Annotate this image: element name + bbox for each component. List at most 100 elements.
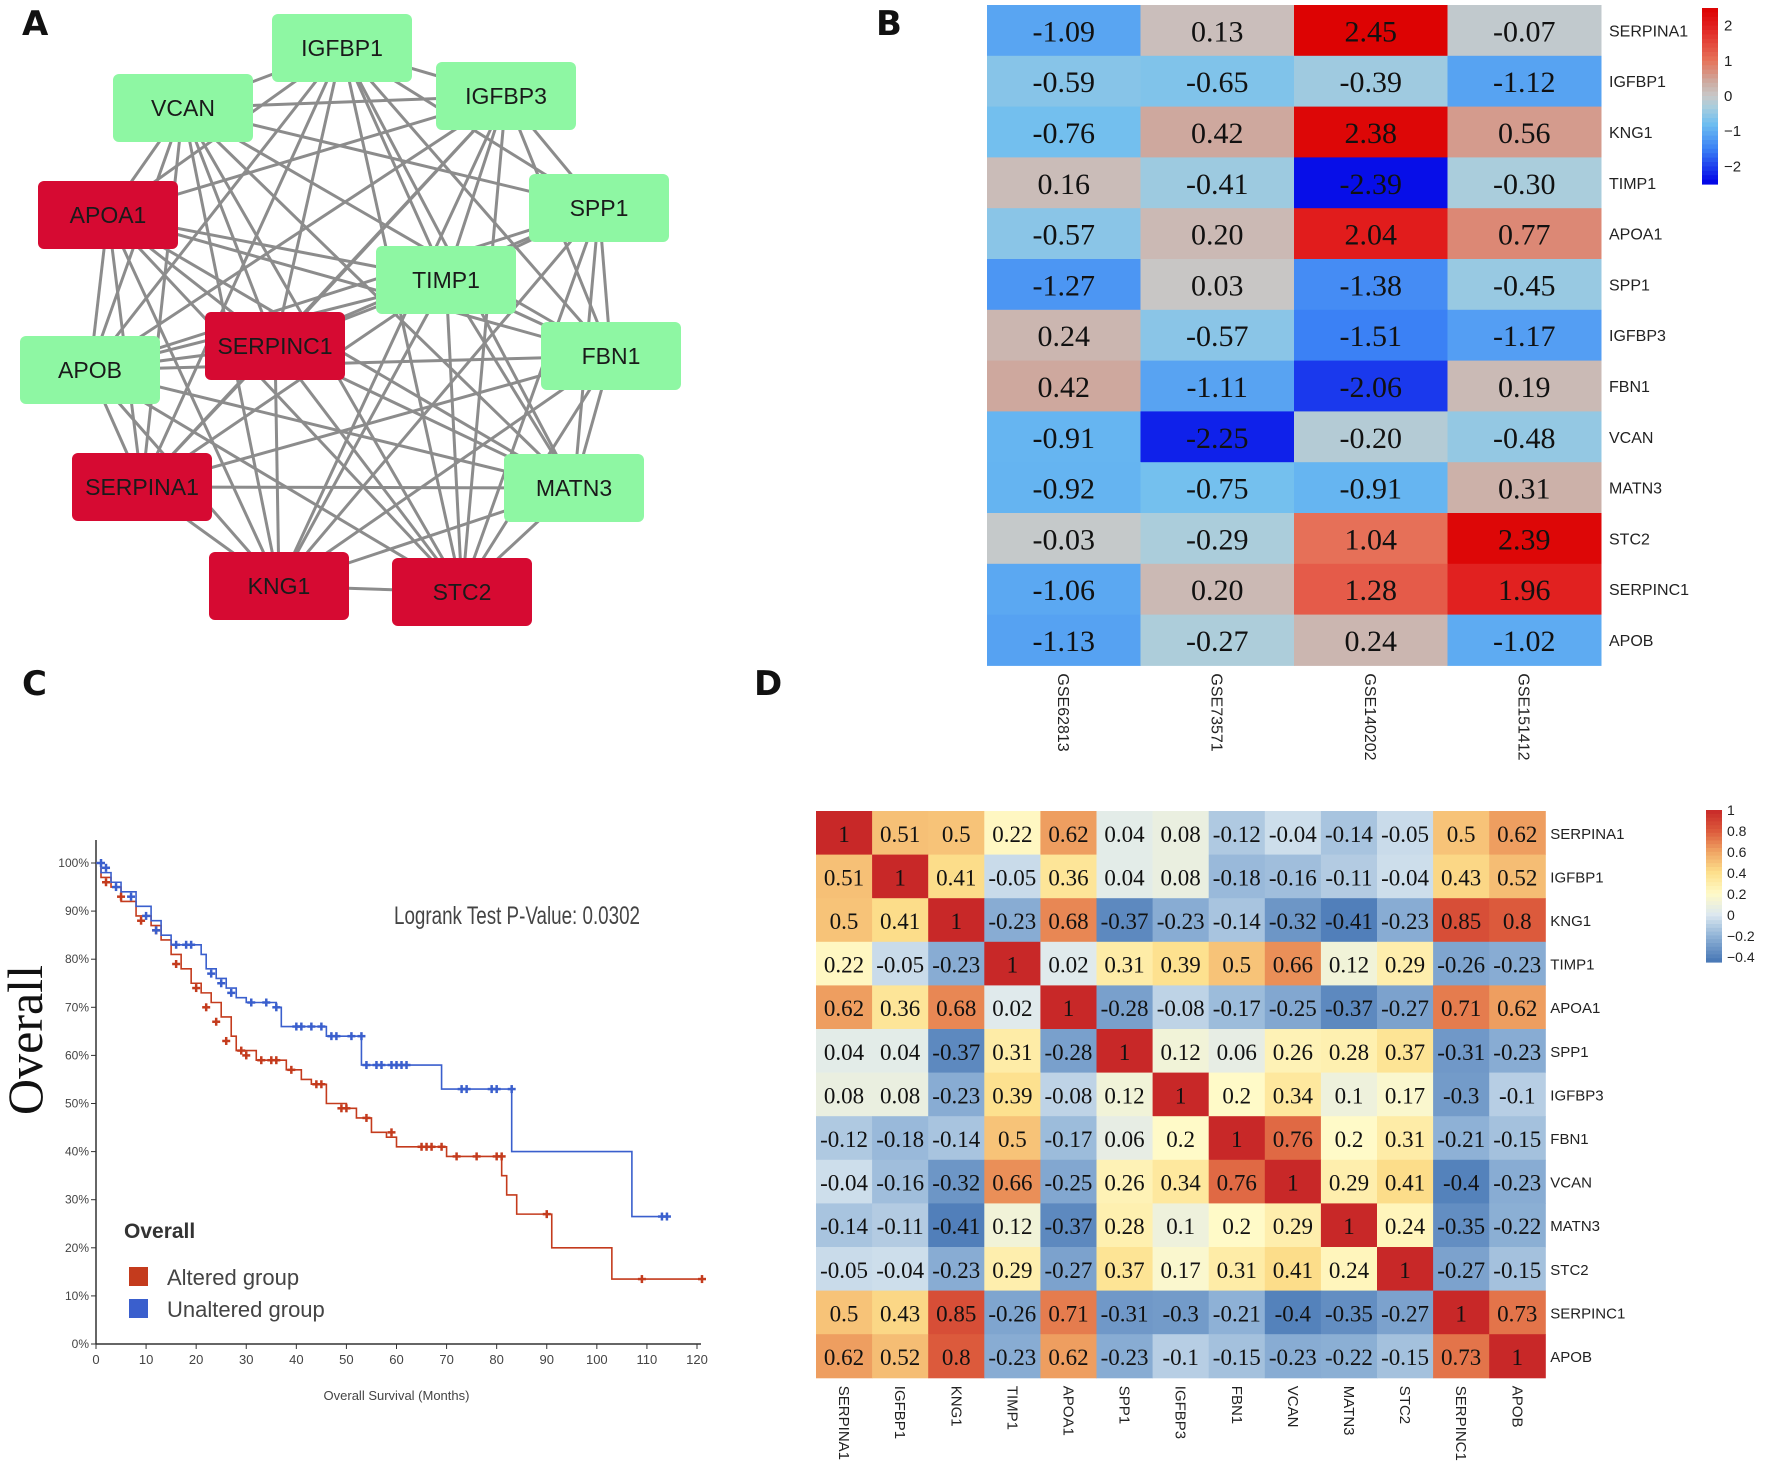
correlation-cell-fill xyxy=(872,1072,929,1117)
correlation-column-label: SERPINC1 xyxy=(1452,1386,1469,1461)
colorbar-tick-label: −0.2 xyxy=(1727,928,1755,944)
correlation-cell: 0.04 xyxy=(872,1029,929,1074)
correlation-cell: -0.23 xyxy=(928,1247,985,1292)
colorbar-segment xyxy=(1706,901,1722,906)
correlation-cell: -0.08 xyxy=(1152,985,1210,1030)
heatmap-cell: -0.65 xyxy=(1140,55,1295,108)
correlation-cell-value: -0.3 xyxy=(1443,1083,1479,1108)
correlation-cell-value: 0.73 xyxy=(1441,1345,1481,1370)
network-node: TIMP1 xyxy=(376,246,516,314)
correlation-column-label: FBN1 xyxy=(1228,1386,1245,1424)
heatmap-cell-fill xyxy=(1140,55,1295,108)
correlation-cell-fill xyxy=(1208,1029,1266,1074)
correlation-cell: 0.5 xyxy=(1433,811,1490,856)
correlation-cell-fill xyxy=(1040,1072,1097,1117)
correlation-cell: 0.17 xyxy=(1152,1247,1210,1292)
correlation-cell-value: 0.43 xyxy=(1441,865,1481,890)
colorbar-segment xyxy=(1702,65,1718,71)
correlation-cell-fill xyxy=(1320,985,1378,1030)
network-edge xyxy=(140,47,344,488)
heatmap-column-label: GSE140202 xyxy=(1361,673,1378,760)
correlation-cell-value: -0.4 xyxy=(1275,1301,1312,1326)
correlation-cell: -0.31 xyxy=(1433,1029,1490,1074)
correlation-cell-value: 0.2 xyxy=(1335,1127,1364,1152)
correlation-cell-value: 0.51 xyxy=(880,822,920,847)
legend-title: Overall xyxy=(124,1220,195,1243)
heatmap-cell-fill xyxy=(1294,5,1448,57)
correlation-cell-value: -0.37 xyxy=(1325,996,1373,1021)
correlation-cell-fill xyxy=(1208,985,1266,1030)
correlation-cell-fill xyxy=(872,985,929,1030)
correlation-row-label: STC2 xyxy=(1550,1262,1588,1279)
censor-mark xyxy=(362,1061,371,1070)
heatmap-cell: 2.38 xyxy=(1294,106,1448,158)
colorbar-segment xyxy=(1702,21,1718,27)
correlation-cell: 0.08 xyxy=(872,1072,929,1117)
correlation-cell-value: 0.04 xyxy=(1104,865,1145,890)
correlation-cell-value: -0.12 xyxy=(1213,822,1261,847)
colorbar-segment xyxy=(1706,813,1722,819)
colorbar-segment xyxy=(1706,954,1722,959)
correlation-cell-value: -0.35 xyxy=(1437,1214,1485,1239)
heatmap-cell: 0.16 xyxy=(987,157,1141,209)
heatmap-cell: -1.06 xyxy=(987,563,1141,616)
correlation-cell-fill xyxy=(928,1203,985,1248)
correlation-cell-fill xyxy=(1320,1072,1378,1117)
correlation-cell-value: -0.14 xyxy=(820,1214,868,1239)
heatmap-cell-fill xyxy=(987,259,1141,311)
correlation-cell: 1 xyxy=(1264,1159,1322,1204)
correlation-cell-fill xyxy=(1377,854,1434,899)
network-edge xyxy=(444,279,464,593)
correlation-cell: 0.34 xyxy=(1264,1072,1322,1117)
network-edge xyxy=(278,354,612,588)
correlation-cell-value: 0.41 xyxy=(936,865,976,890)
correlation-cell-fill xyxy=(1489,1334,1546,1379)
heatmap-cell: 0.31 xyxy=(1447,462,1602,514)
correlation-cell: -0.37 xyxy=(1096,898,1154,943)
network-edge xyxy=(273,47,344,347)
correlation-cell: 0.5 xyxy=(984,1116,1041,1161)
correlation-cell: 0.28 xyxy=(1320,1029,1378,1074)
correlation-cell-value: 0.5 xyxy=(1447,822,1476,847)
correlation-row-label: SERPINA1 xyxy=(1550,826,1624,843)
colorbar-segment xyxy=(1706,905,1722,910)
correlation-cell-fill xyxy=(984,1290,1041,1335)
correlation-cell: 1 xyxy=(1040,985,1097,1030)
correlation-cell-value: -0.37 xyxy=(932,1040,980,1065)
correlation-cell-fill xyxy=(1489,1116,1546,1161)
colorbar-segment xyxy=(1702,82,1718,88)
correlation-cell-fill xyxy=(1433,1203,1490,1248)
correlation-cell: 0.2 xyxy=(1152,1116,1210,1161)
correlation-cell-value: -0.35 xyxy=(1325,1301,1373,1326)
correlation-cell: 0.76 xyxy=(1208,1159,1266,1204)
correlation-cell-value: 1 xyxy=(1512,1345,1524,1370)
colorbar-segment xyxy=(1702,47,1718,53)
correlation-cell-value: 1 xyxy=(1343,1214,1355,1239)
heatmap-cell: -0.92 xyxy=(987,462,1141,514)
correlation-cell: 0.2 xyxy=(1320,1116,1378,1161)
correlation-cell-fill xyxy=(1040,898,1097,943)
heatmap-cell-value: -1.06 xyxy=(1033,574,1096,607)
network-edge xyxy=(89,368,575,490)
correlation-cell-value: 0.5 xyxy=(830,1301,859,1326)
correlation-cell-fill xyxy=(1320,1203,1378,1248)
heatmap-cell: 0.20 xyxy=(1140,563,1295,616)
correlation-cell: 0.73 xyxy=(1433,1334,1490,1379)
correlation-cell: 0.29 xyxy=(984,1247,1041,1292)
heatmap-cell-fill xyxy=(987,106,1141,158)
censor-mark xyxy=(237,1046,246,1055)
correlation-cell: -0.15 xyxy=(1377,1334,1434,1379)
heatmap-cell: -0.41 xyxy=(1140,157,1295,209)
correlation-cell-value: -0.3 xyxy=(1162,1301,1198,1326)
correlation-cell-fill xyxy=(1264,1029,1322,1074)
colorbar-segment xyxy=(1706,946,1722,952)
y-tick-label: 90% xyxy=(65,904,89,918)
correlation-cell-fill xyxy=(1040,1159,1097,1204)
heatmap-cell-fill xyxy=(1140,614,1295,666)
correlation-cell-value: -0.05 xyxy=(820,1258,868,1283)
node-box xyxy=(392,558,532,626)
correlation-cell-value: -0.23 xyxy=(1269,1345,1317,1370)
heatmap-cell: -0.39 xyxy=(1294,55,1448,108)
